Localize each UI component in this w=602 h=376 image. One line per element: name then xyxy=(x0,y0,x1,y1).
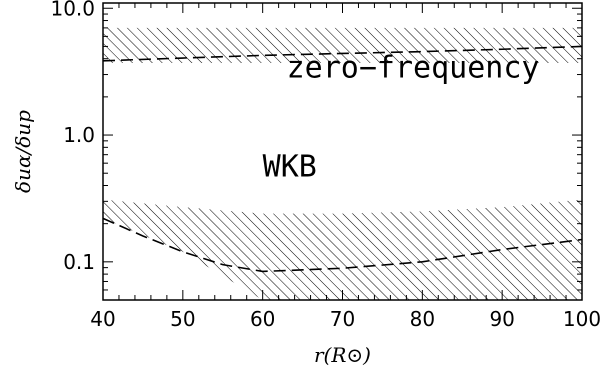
annotations: zero−frequency WKB xyxy=(263,50,540,184)
x-tick-label: 40 xyxy=(90,307,115,331)
shaded-band-2 xyxy=(103,199,582,300)
series-line-2 xyxy=(103,217,582,273)
series-line-1 xyxy=(103,45,582,62)
x-tick-label: 50 xyxy=(170,307,195,331)
y-tick-label: 1.0 xyxy=(63,123,95,147)
x-tick-label: 90 xyxy=(489,307,514,331)
y-axis-label: δuα/δup xyxy=(11,110,35,193)
tick-labels: 40 50 60 70 80 90 100 0.1 1.0 10.0 xyxy=(50,0,601,331)
y-tick-label: 0.1 xyxy=(63,250,95,274)
x-tick-label: 60 xyxy=(250,307,275,331)
shaded-bands xyxy=(103,27,582,300)
x-axis-label: r(R⊙) xyxy=(314,343,371,367)
x-tick-label: 70 xyxy=(330,307,355,331)
x-tick-label: 100 xyxy=(563,307,601,331)
shaded-band-1 xyxy=(103,27,582,63)
annotation-2: WKB xyxy=(263,150,317,185)
series-lines xyxy=(103,45,582,273)
axis-ticks xyxy=(102,3,583,301)
y-tick-label: 10.0 xyxy=(50,0,95,20)
x-tick-label: 80 xyxy=(410,307,435,331)
annotation-1: zero−frequency xyxy=(287,50,540,85)
